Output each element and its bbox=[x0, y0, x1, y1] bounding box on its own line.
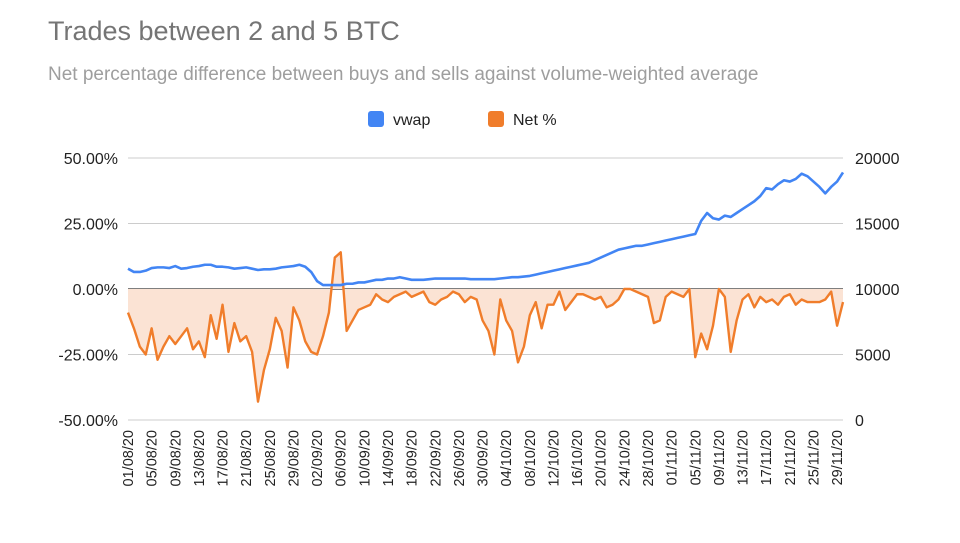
legend: vwap Net % bbox=[368, 111, 557, 129]
x-tick-label: 13/11/20 bbox=[736, 430, 752, 485]
x-tick-label: 01/08/20 bbox=[121, 430, 137, 486]
legend-swatch-net bbox=[488, 111, 504, 127]
x-tick-label: 24/10/20 bbox=[617, 430, 633, 486]
x-axis: 01/08/20 05/08/20 09/08/20 13/08/20 17/08/20… bbox=[121, 430, 846, 486]
x-tick-label: 12/10/20 bbox=[546, 430, 562, 486]
series-lines bbox=[126, 171, 845, 403]
x-tick-label: 26/09/20 bbox=[452, 430, 468, 486]
net-line bbox=[126, 251, 845, 403]
x-tick-label: 28/10/20 bbox=[641, 430, 657, 486]
net-fill-area bbox=[128, 252, 843, 402]
y-right-tick-label: 5000 bbox=[855, 348, 891, 365]
x-tick-label: 17/11/20 bbox=[759, 430, 775, 485]
x-tick-label: 02/09/20 bbox=[310, 430, 326, 486]
x-tick-label: 16/10/20 bbox=[570, 430, 586, 486]
x-tick-label: 09/08/20 bbox=[168, 430, 184, 486]
chart-subtitle: Net percentage difference between buys a… bbox=[48, 64, 759, 85]
x-tick-label: 18/09/20 bbox=[405, 430, 421, 486]
x-tick-label: 06/09/20 bbox=[334, 430, 350, 486]
y-axis-left: 50.00% 25.00% 0.00% -25.00% -50.00% bbox=[58, 151, 118, 430]
x-tick-label: 25/11/20 bbox=[806, 430, 822, 485]
gridlines bbox=[128, 157, 843, 421]
x-tick-label: 08/10/20 bbox=[523, 430, 539, 486]
y-right-tick-label: 0 bbox=[855, 413, 864, 430]
x-tick-label: 14/09/20 bbox=[381, 430, 397, 486]
x-tick-label: 29/08/20 bbox=[286, 430, 302, 486]
y-left-tick-label: 0.00% bbox=[73, 282, 118, 299]
net-area bbox=[128, 252, 843, 402]
x-tick-label: 30/09/20 bbox=[476, 430, 492, 486]
y-axis-right: 20000 15000 10000 5000 0 bbox=[855, 151, 900, 430]
y-right-tick-label: 20000 bbox=[855, 151, 900, 168]
chart-title: Trades between 2 and 5 BTC bbox=[48, 16, 400, 46]
x-tick-label: 22/09/20 bbox=[428, 430, 444, 486]
x-tick-label: 21/08/20 bbox=[239, 430, 255, 486]
y-right-tick-label: 15000 bbox=[855, 217, 900, 234]
x-tick-label: 29/11/20 bbox=[830, 430, 846, 485]
y-right-tick-label: 10000 bbox=[855, 282, 900, 299]
x-tick-label: 05/11/20 bbox=[688, 430, 704, 485]
x-tick-label: 17/08/20 bbox=[216, 430, 232, 486]
legend-label-net: Net % bbox=[513, 112, 557, 129]
legend-swatch-vwap bbox=[368, 111, 384, 127]
x-tick-label: 10/09/20 bbox=[357, 430, 373, 486]
y-left-tick-label: 25.00% bbox=[64, 217, 118, 234]
x-tick-label: 20/10/20 bbox=[594, 430, 610, 486]
x-tick-label: 01/11/20 bbox=[665, 430, 681, 485]
y-left-tick-label: -50.00% bbox=[58, 413, 118, 430]
legend-label-vwap: vwap bbox=[393, 112, 430, 129]
x-tick-label: 21/11/20 bbox=[783, 430, 799, 485]
x-tick-label: 09/11/20 bbox=[712, 430, 728, 485]
y-left-tick-label: 50.00% bbox=[64, 151, 118, 168]
x-tick-label: 13/08/20 bbox=[192, 430, 208, 486]
x-tick-label: 25/08/20 bbox=[263, 430, 279, 486]
y-left-tick-label: -25.00% bbox=[58, 348, 118, 365]
vwap-line bbox=[127, 171, 845, 287]
x-tick-label: 05/08/20 bbox=[145, 430, 161, 486]
x-tick-label: 04/10/20 bbox=[499, 430, 515, 486]
